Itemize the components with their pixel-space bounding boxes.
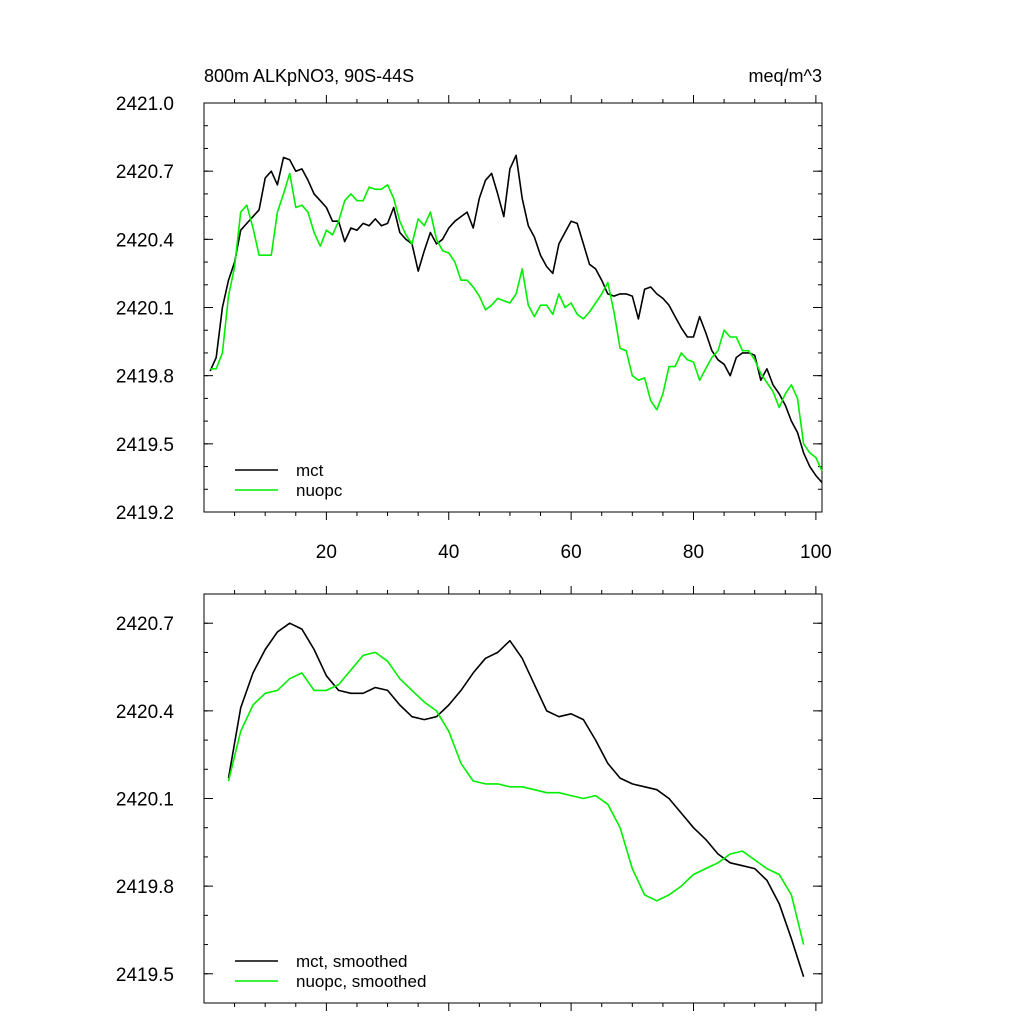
series-line-mct-smoothed xyxy=(227,622,805,977)
axis-ticks xyxy=(204,95,822,520)
y-tick-label: 2421.0 xyxy=(116,94,174,115)
top-panel: 2419.2 2419.5 2419.8 2420.1 2420.4 2420.7 2421… xyxy=(116,94,832,563)
plot-frame xyxy=(203,593,823,1004)
y-tick-label: 2419.5 xyxy=(116,435,174,456)
axis-ticks xyxy=(204,586,822,1011)
y-tick-label: 2420.7 xyxy=(116,162,174,183)
x-tick-label: 20 xyxy=(316,542,337,563)
legend-label: nuopc xyxy=(296,481,343,500)
series-line-mct xyxy=(209,154,823,484)
y-tick-label: 2419.8 xyxy=(116,877,174,898)
legend-label: mct, smoothed xyxy=(296,952,408,971)
x-tick-label: 100 xyxy=(800,542,832,563)
x-tick-label: 40 xyxy=(438,542,459,563)
legend-label: nuopc, smoothed xyxy=(296,972,426,991)
plot-frame xyxy=(203,102,823,513)
x-tick-label: 60 xyxy=(561,542,582,563)
y-tick-label: 2420.7 xyxy=(116,614,174,635)
y-tick-label: 2420.1 xyxy=(116,299,174,320)
x-tick-label: 80 xyxy=(683,542,704,563)
series-line-nuopc xyxy=(210,172,823,472)
chart-title: 800m ALKpNO3, 90S-44S xyxy=(204,66,414,86)
y-tick-label: 2419.2 xyxy=(116,503,174,524)
units-label: meq/m^3 xyxy=(749,66,822,86)
y-tick-label: 2419.5 xyxy=(116,965,174,986)
series-line-nuopc-smoothed xyxy=(227,651,805,945)
y-tick-label: 2420.4 xyxy=(116,702,175,723)
y-tick-label: 2419.8 xyxy=(116,367,174,388)
y-tick-label: 2420.4 xyxy=(116,230,175,251)
y-tick-label: 2420.1 xyxy=(116,790,174,811)
legend-label: mct xyxy=(296,461,324,480)
bottom-panel: 2419.5 2419.8 2420.1 2420.4 2420.7 mct, smoot… xyxy=(116,586,823,1011)
